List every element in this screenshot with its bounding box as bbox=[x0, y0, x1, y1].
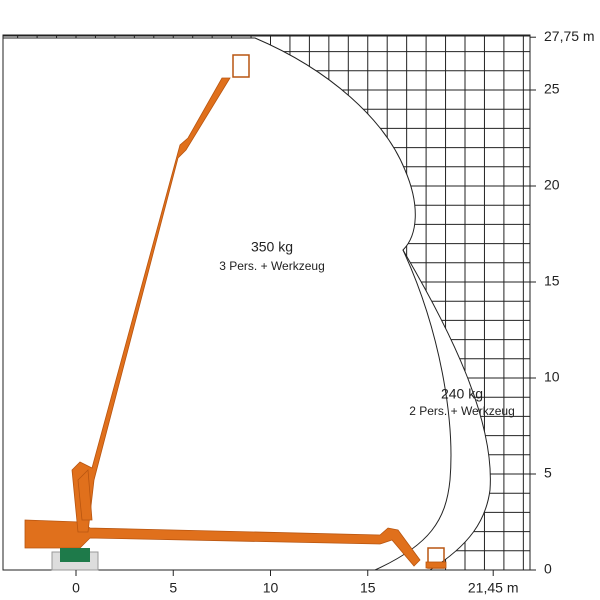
chassis bbox=[51, 548, 99, 571]
y-tick-label: 20 bbox=[544, 177, 560, 193]
x-tick-label: 0 bbox=[72, 580, 80, 596]
frame bbox=[2, 34, 531, 571]
y-tick-label: 27,75 m bbox=[544, 28, 595, 44]
x-tick-label: 15 bbox=[360, 580, 376, 596]
x-tick-label: 10 bbox=[263, 580, 279, 596]
y-tick-label: 25 bbox=[544, 81, 560, 97]
y-tick-label: 15 bbox=[544, 273, 560, 289]
y-tick-label: 0 bbox=[544, 561, 552, 577]
zone-note: 2 Pers. + Werkzeug bbox=[409, 404, 515, 418]
y-tick-label: 10 bbox=[544, 369, 560, 385]
zone-load: 350 kg bbox=[251, 239, 293, 255]
x-tick-label: 5 bbox=[169, 580, 177, 596]
zone-load: 240 kg bbox=[441, 386, 483, 402]
envelope-240 bbox=[374, 249, 452, 571]
zone-note: 3 Pers. + Werkzeug bbox=[219, 259, 325, 273]
boom bbox=[24, 54, 447, 569]
x-tick-label: 21,45 m bbox=[468, 580, 519, 596]
y-tick-label: 5 bbox=[544, 465, 552, 481]
envelope-350 bbox=[2, 37, 491, 571]
